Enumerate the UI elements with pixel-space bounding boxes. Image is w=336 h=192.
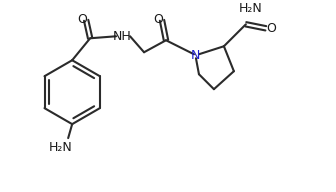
Text: O: O [77,13,87,26]
Text: O: O [153,13,163,26]
Text: NH: NH [113,30,131,43]
Text: N: N [190,49,200,62]
Text: H₂N: H₂N [239,2,263,15]
Text: H₂N: H₂N [48,141,72,154]
Text: O: O [266,22,276,35]
